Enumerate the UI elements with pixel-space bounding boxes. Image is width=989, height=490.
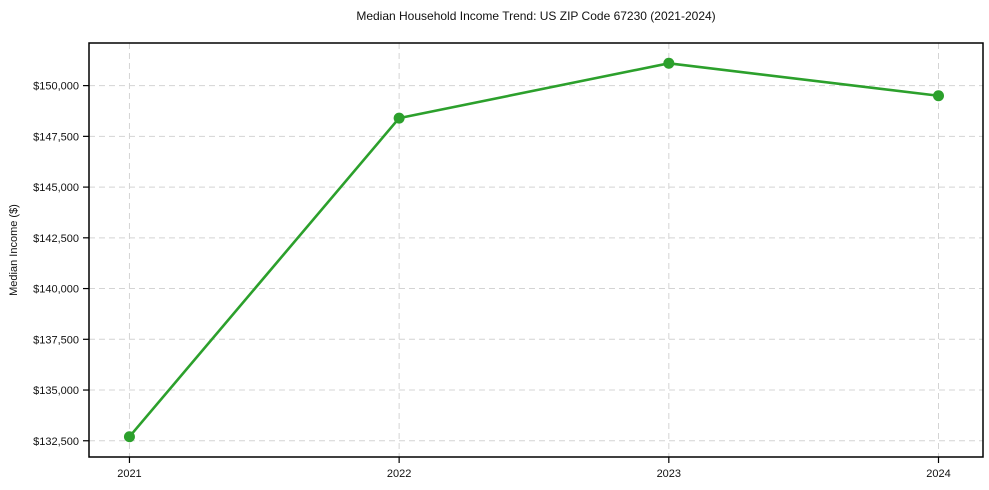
chart-title: Median Household Income Trend: US ZIP Co… — [356, 9, 716, 23]
x-tick-label: 2022 — [387, 468, 411, 480]
y-tick-label: $150,000 — [33, 81, 79, 93]
plot-border — [88, 42, 984, 458]
y-tick-label: $147,500 — [33, 131, 79, 143]
y-tick-label: $142,500 — [33, 233, 79, 245]
x-tick-label: 2024 — [926, 468, 950, 480]
data-point-marker — [663, 57, 675, 69]
data-point-marker — [393, 112, 405, 124]
x-tick-label: 2023 — [657, 468, 681, 480]
x-tick-label: 2021 — [117, 468, 141, 480]
data-point-marker — [933, 90, 945, 102]
y-tick-label: $140,000 — [33, 284, 79, 296]
y-tick-label: $137,500 — [33, 334, 79, 346]
data-point-marker — [123, 431, 135, 443]
y-tick-label: $135,000 — [33, 385, 79, 397]
y-tick-label: $132,500 — [33, 436, 79, 448]
y-tick-label: $145,000 — [33, 182, 79, 194]
trend-line — [128, 61, 940, 439]
